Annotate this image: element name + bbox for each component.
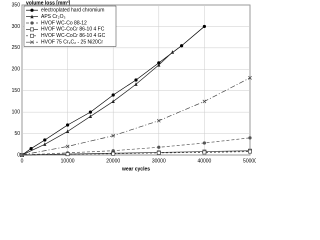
data-point bbox=[180, 44, 184, 48]
chart: volume loss [mm³] wear cycles 0 50 100 150 2… bbox=[12, 0, 256, 172]
legend-marker bbox=[30, 27, 34, 32]
y-tick-label: 0 bbox=[17, 152, 20, 158]
data-point bbox=[157, 61, 161, 65]
data-point bbox=[43, 138, 47, 142]
y-tick-label: 350 bbox=[12, 2, 21, 8]
data-point bbox=[248, 76, 252, 80]
data-point bbox=[202, 150, 207, 155]
x-tick-label: 50000 bbox=[243, 158, 256, 164]
series-line bbox=[21, 150, 251, 156]
x-tick-label: 0 bbox=[21, 158, 24, 164]
legend-box bbox=[23, 5, 117, 47]
data-point bbox=[202, 99, 207, 104]
legend-label: HVOF WC-CoCr 86-10 4 GC bbox=[41, 33, 106, 39]
legend-label: HVOF WC-CoCr 86-10 4 FC bbox=[41, 27, 105, 33]
x-tick-label: 30000 bbox=[152, 158, 166, 164]
series-line bbox=[21, 77, 251, 156]
data-point bbox=[66, 129, 70, 134]
legend-label: HVOF 75 Cr₃C₂ - 25 Ni20Cr bbox=[41, 40, 103, 46]
data-point bbox=[43, 142, 47, 146]
data-point bbox=[134, 82, 138, 86]
data-point bbox=[111, 133, 116, 138]
data-point bbox=[156, 150, 161, 155]
x-tick-label: 10000 bbox=[61, 158, 75, 164]
legend-label: HVOF WC-Co 88-12 bbox=[41, 20, 87, 26]
data-point bbox=[156, 118, 161, 123]
data-point bbox=[66, 123, 70, 127]
data-point bbox=[202, 24, 206, 29]
data-point bbox=[65, 144, 70, 149]
data-point bbox=[111, 93, 115, 97]
legend-label: electroplated hard chromium bbox=[41, 8, 104, 14]
data-point bbox=[170, 50, 175, 54]
page: volume loss [mm³] wear cycles 0 50 100 150 2… bbox=[11, 0, 256, 173]
series-line bbox=[21, 137, 251, 156]
legend-marker bbox=[30, 40, 34, 45]
x-tick-label: 20000 bbox=[106, 158, 120, 164]
data-point bbox=[65, 152, 70, 157]
x-tick-label: 40000 bbox=[197, 158, 211, 164]
x-axis-label: wear cycles bbox=[121, 166, 150, 172]
data-point bbox=[88, 110, 92, 114]
legend-marker bbox=[30, 21, 34, 25]
y-tick-label: 150 bbox=[12, 88, 21, 94]
data-point bbox=[248, 149, 252, 154]
data-point bbox=[157, 63, 161, 67]
data-point bbox=[248, 136, 252, 140]
data-point bbox=[134, 78, 138, 82]
y-tick-label: 250 bbox=[12, 45, 21, 51]
data-point bbox=[111, 151, 116, 156]
y-tick-label: 200 bbox=[12, 67, 21, 73]
y-tick-label: 50 bbox=[14, 131, 20, 137]
data-point bbox=[111, 99, 115, 104]
legend-marker bbox=[30, 14, 34, 19]
data-point bbox=[29, 146, 33, 151]
series-line bbox=[21, 51, 173, 156]
legend-marker bbox=[30, 33, 34, 38]
y-tick-label: 100 bbox=[12, 109, 21, 115]
legend-label: APS Cr₂O₃ bbox=[41, 14, 66, 20]
data-point bbox=[20, 153, 24, 157]
data-point bbox=[202, 141, 206, 145]
data-point bbox=[157, 145, 161, 149]
data-point bbox=[88, 114, 92, 119]
y-axis-label: volume loss [mm³] bbox=[26, 0, 71, 6]
legend-marker bbox=[30, 8, 34, 12]
y-tick-label: 300 bbox=[12, 24, 21, 30]
